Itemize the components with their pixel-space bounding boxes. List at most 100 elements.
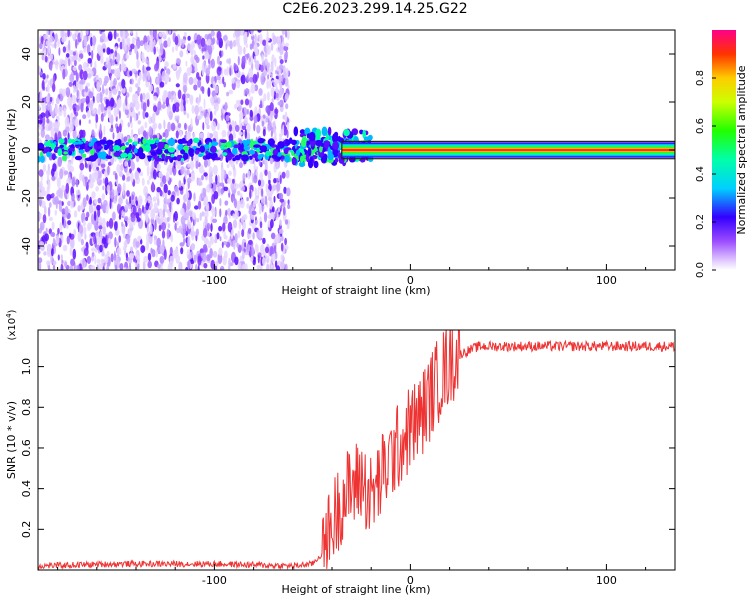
y-tick-label: 1.0 [20, 358, 33, 376]
noise-blob [91, 129, 95, 137]
noise-blob [52, 163, 57, 172]
noise-blob [80, 238, 84, 246]
signal-blob [211, 141, 219, 147]
noise-blob [107, 112, 112, 118]
noise-blob [61, 88, 66, 97]
noise-blob [105, 88, 109, 96]
noise-blob [124, 267, 127, 270]
noise-blob [104, 254, 109, 264]
noise-blob [65, 182, 70, 194]
noise-blob [148, 84, 154, 92]
transition-blob [359, 129, 364, 135]
x-tick-label: 0 [407, 574, 414, 587]
noise-blob [274, 57, 277, 68]
noise-blob [131, 68, 137, 74]
noise-blob [235, 124, 240, 132]
noise-blob [82, 197, 87, 208]
noise-blob [88, 180, 94, 189]
noise-blob [190, 259, 195, 265]
x-tick-label: -100 [202, 274, 227, 287]
noise-blob [232, 39, 237, 48]
colorbar-tick-label: 0.6 [695, 118, 706, 134]
noise-blob [99, 123, 102, 134]
noise-blob [234, 256, 239, 266]
noise-blob [129, 195, 132, 204]
noise-blob [86, 67, 92, 73]
noise-blob [123, 232, 126, 239]
signal-blob [150, 151, 157, 157]
noise-blob [231, 196, 236, 202]
noise-blob [182, 232, 185, 239]
noise-blob [46, 260, 51, 266]
noise-blob [44, 55, 48, 63]
noise-blob [114, 46, 118, 52]
noise-blob [75, 104, 80, 112]
noise-blob [67, 132, 70, 141]
noise-blob [107, 165, 110, 176]
noise-blob [130, 246, 133, 253]
noise-blob [51, 232, 56, 238]
noise-blob [246, 108, 249, 115]
noise-blob [170, 93, 174, 103]
signal-blob [57, 148, 63, 157]
noise-blob [103, 125, 106, 136]
signal-blob [180, 149, 186, 155]
colorbar-label: Normalized spectral amplitude [735, 65, 748, 234]
noise-blob [142, 92, 146, 101]
svg-text:(x104): (x104) [5, 309, 18, 340]
noise-blob [167, 190, 171, 196]
noise-blob [267, 91, 270, 101]
noise-blob [246, 197, 249, 202]
noise-blob [135, 31, 138, 40]
noise-blob [206, 222, 211, 231]
noise-blob [137, 86, 141, 93]
noise-blob [152, 116, 155, 124]
signal-blob [64, 137, 68, 145]
signal-blob [134, 147, 138, 154]
noise-blob [246, 123, 251, 133]
noise-blob [203, 210, 209, 219]
noise-blob [107, 31, 113, 41]
signal-blob [38, 142, 45, 150]
noise-blob [207, 87, 211, 97]
noise-blob [98, 49, 104, 57]
noise-blob [279, 174, 282, 185]
noise-blob [220, 188, 224, 195]
noise-blob [119, 41, 123, 50]
noise-blob [166, 167, 170, 173]
noise-blob [116, 247, 122, 256]
noise-blob [52, 110, 55, 118]
noise-blob [106, 47, 111, 55]
signal-blob [220, 145, 225, 150]
noise-blob [119, 263, 124, 270]
colorbar-tick-label: 0.4 [695, 166, 706, 182]
colorbar-tick-label: 0.2 [695, 214, 706, 230]
noise-blob [178, 225, 182, 234]
transition-blob [293, 126, 299, 137]
noise-blob [220, 167, 225, 177]
noise-blob [140, 239, 143, 245]
noise-blob [169, 202, 172, 213]
noise-blob [286, 187, 291, 197]
noise-blob [146, 179, 150, 185]
noise-blob [282, 206, 286, 216]
noise-blob [79, 162, 85, 171]
noise-blob [206, 254, 211, 262]
noise-blob [125, 53, 129, 60]
noise-blob [71, 94, 77, 105]
noise-blob [210, 236, 214, 245]
noise-blob [102, 225, 106, 235]
noise-blob [122, 102, 126, 112]
noise-blob [240, 193, 243, 199]
noise-blob [130, 128, 134, 140]
noise-blob [72, 128, 77, 140]
transition-blob [315, 139, 322, 147]
noise-blob [280, 242, 284, 252]
noise-blob [57, 156, 62, 167]
noise-blob [224, 101, 228, 112]
noise-blob [136, 217, 141, 222]
noise-blob [180, 207, 185, 216]
noise-blob [114, 172, 118, 180]
noise-blob [80, 202, 84, 209]
noise-blob [81, 97, 87, 104]
